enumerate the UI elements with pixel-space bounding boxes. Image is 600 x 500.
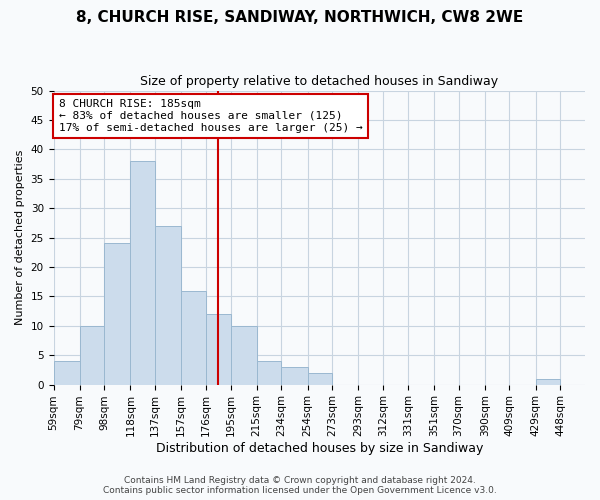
Bar [230, 326, 257, 384]
Bar [80, 326, 104, 384]
Bar [130, 161, 155, 384]
Text: 8, CHURCH RISE, SANDIWAY, NORTHWICH, CW8 2WE: 8, CHURCH RISE, SANDIWAY, NORTHWICH, CW8… [76, 10, 524, 25]
Bar [104, 244, 130, 384]
Bar [281, 367, 308, 384]
Bar [206, 314, 230, 384]
Bar [257, 361, 281, 384]
Title: Size of property relative to detached houses in Sandiway: Size of property relative to detached ho… [140, 75, 499, 88]
Bar [53, 361, 80, 384]
X-axis label: Distribution of detached houses by size in Sandiway: Distribution of detached houses by size … [155, 442, 483, 455]
Text: Contains HM Land Registry data © Crown copyright and database right 2024.
Contai: Contains HM Land Registry data © Crown c… [103, 476, 497, 495]
Bar [155, 226, 181, 384]
Bar [536, 378, 560, 384]
Bar [181, 290, 206, 384]
Y-axis label: Number of detached properties: Number of detached properties [15, 150, 25, 326]
Text: 8 CHURCH RISE: 185sqm
← 83% of detached houses are smaller (125)
17% of semi-det: 8 CHURCH RISE: 185sqm ← 83% of detached … [59, 100, 362, 132]
Bar [308, 373, 332, 384]
